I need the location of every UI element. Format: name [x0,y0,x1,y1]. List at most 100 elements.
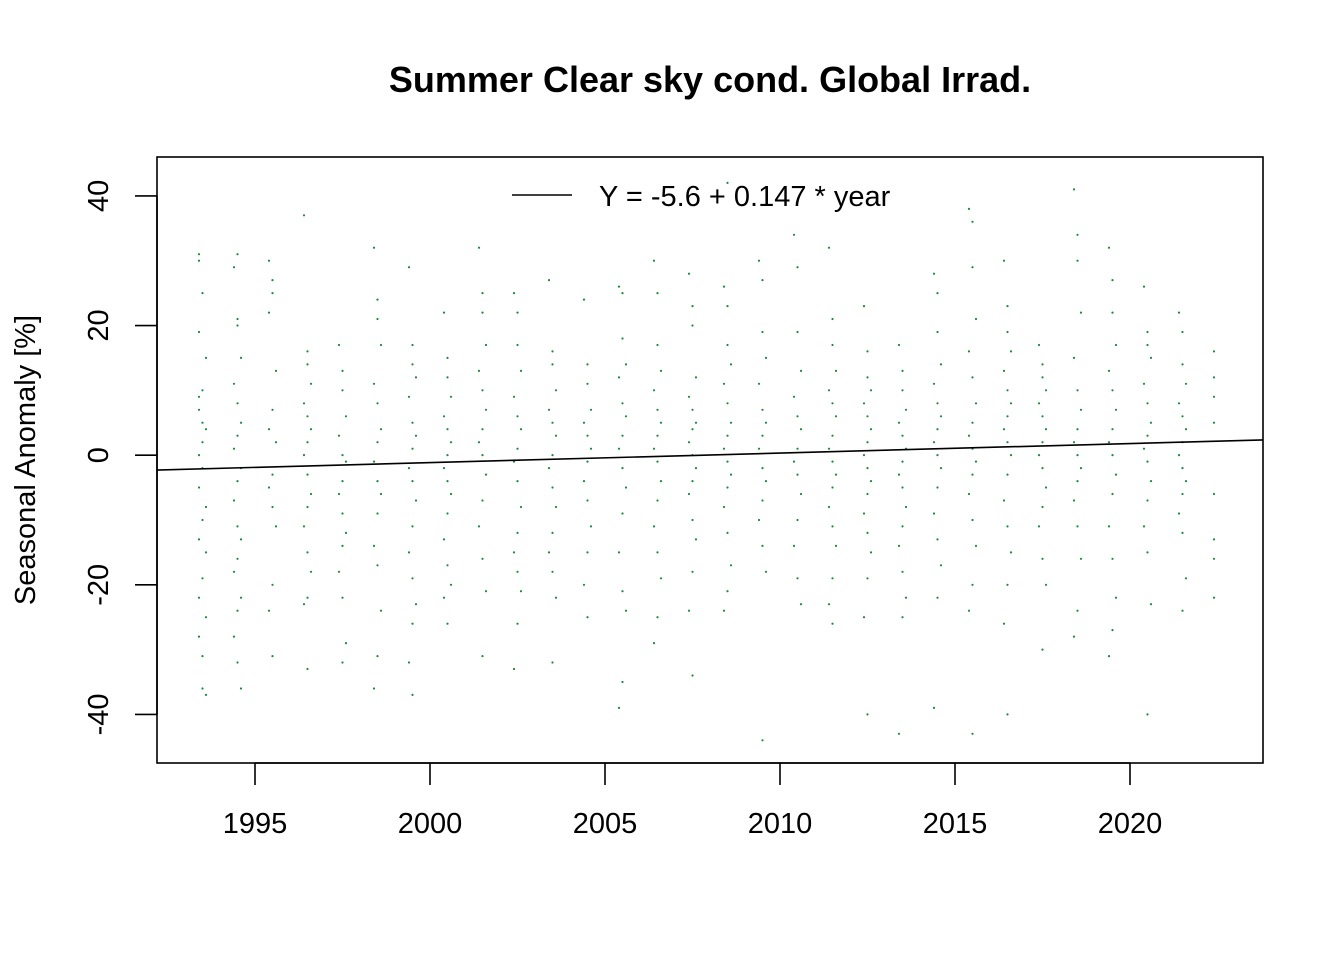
data-point [1114,473,1118,476]
data-point [687,395,691,398]
data-point [1181,531,1184,535]
data-point [722,505,726,509]
data-point [726,343,729,347]
data-point [1181,492,1184,496]
data-point [656,551,659,554]
data-point [729,473,733,476]
data-point [792,544,796,548]
data-point [372,544,376,548]
data-point [1076,259,1079,262]
data-point [761,279,764,282]
data-point [656,292,659,295]
data-point [862,454,866,457]
data-point [484,473,488,476]
data-point [936,486,939,489]
data-point [971,583,974,586]
data-point [551,486,554,489]
data-point [341,596,344,599]
data-point [866,713,869,716]
data-point [586,434,589,437]
data-point [1107,525,1111,528]
data-point [761,330,764,334]
data-point [1114,596,1118,599]
data-point [656,343,659,347]
data-point [516,447,519,450]
data-point [932,512,936,515]
data-point [274,369,278,372]
data-point [341,454,344,457]
data-point [729,421,733,424]
data-point [449,395,453,398]
data-point [519,505,523,509]
data-point [1009,402,1013,405]
data-point [376,402,379,405]
data-point [376,655,379,658]
x-tick-label: 2005 [573,808,638,840]
data-point [897,732,901,735]
data-point [1009,454,1013,457]
data-point [971,732,974,735]
data-point [1041,648,1044,651]
data-point [761,499,764,502]
data-point [901,460,904,463]
data-point [656,499,659,502]
data-point [1037,525,1041,528]
data-point [274,441,278,444]
data-point [967,350,971,353]
data-point [1111,629,1114,632]
data-point [621,292,624,295]
data-point [904,505,908,509]
data-point [232,447,236,450]
data-point [621,590,624,593]
data-point [694,376,698,379]
data-point [1146,499,1149,502]
data-point [1044,583,1048,586]
x-tick-label: 2000 [398,808,463,840]
data-point [481,557,484,560]
data-point [1146,330,1149,334]
data-point [796,473,799,476]
data-point [239,356,243,359]
data-point [236,324,239,327]
data-point [376,480,379,483]
data-point [271,279,274,282]
data-point [1006,389,1009,392]
data-point [1006,330,1009,334]
data-point [201,577,204,580]
data-point [757,259,761,262]
data-point [691,674,694,677]
data-point [1002,428,1006,431]
data-point [617,447,621,450]
data-point [554,596,558,599]
data-point [971,376,974,379]
data-point [656,460,659,463]
data-point [617,551,621,554]
data-point [197,635,201,638]
data-point [1111,454,1114,457]
legend: Y = -5.6 + 0.147 * year [512,181,891,213]
data-point [236,661,239,664]
data-point [971,518,974,522]
data-point [652,642,656,645]
data-point [267,428,271,431]
data-point [1002,369,1006,372]
data-point [869,551,873,554]
data-point [306,350,309,353]
data-point [932,441,936,444]
data-point [761,467,764,470]
data-point [446,376,449,379]
data-point [1212,376,1216,379]
data-point [446,454,449,457]
data-point [1037,454,1041,457]
data-point [201,441,204,444]
data-point [204,428,208,431]
data-point [411,622,414,625]
data-point [411,447,414,450]
data-point [726,305,729,308]
data-point [796,447,799,450]
data-point [306,415,309,418]
data-point [446,512,449,515]
data-point [652,389,656,392]
data-point [796,330,799,334]
data-point [551,421,554,424]
